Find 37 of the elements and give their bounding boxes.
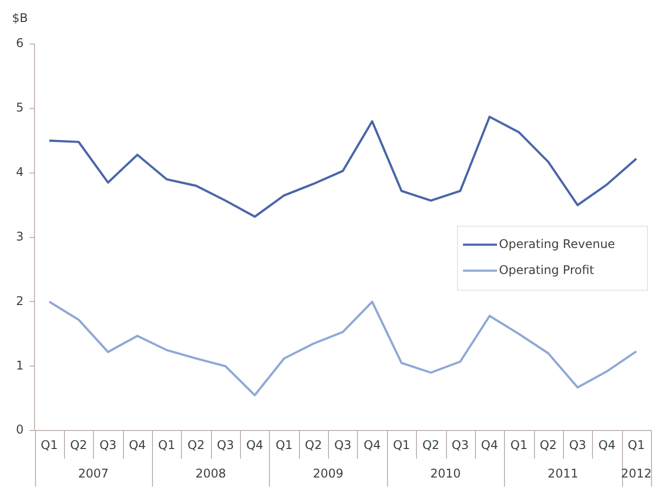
- x-tick-label: Q2: [70, 438, 88, 452]
- y-tick-label: 4: [16, 164, 24, 179]
- x-tick-label: Q1: [510, 438, 528, 452]
- x-tick-label: Q2: [304, 438, 322, 452]
- legend-label: Operating Profit: [499, 262, 594, 277]
- text: 2008: [195, 466, 226, 481]
- text: 2007: [78, 466, 109, 481]
- x-tick-label: Q1: [628, 438, 645, 452]
- text: 2010: [430, 466, 461, 481]
- x-tick-label: Q4: [246, 438, 264, 452]
- x-tick-label: Q4: [598, 438, 616, 452]
- x-tick-label: Q1: [276, 438, 293, 452]
- y-tick-label: 0: [16, 422, 24, 437]
- x-tick-label: Q4: [364, 438, 381, 452]
- y-axis-title: $B: [12, 11, 28, 25]
- x-tick-label: Q3: [216, 438, 234, 452]
- y-tick-label: 1: [16, 358, 24, 372]
- x-tick-label: Q1: [158, 438, 176, 452]
- x-tick-label: Q3: [334, 438, 352, 452]
- legend-label: Operating Revenue: [499, 236, 616, 251]
- x-tick-label: Q2: [422, 438, 440, 452]
- x-tick-label: Q4: [128, 438, 146, 452]
- text: 2011: [548, 466, 578, 481]
- x-tick-label: Q1: [392, 438, 410, 452]
- x-tick-label: Q4: [481, 438, 498, 452]
- text: 2012: [621, 466, 652, 481]
- x-tick-label: Q1: [40, 438, 58, 452]
- x-tick-label: Q2: [540, 438, 557, 452]
- text: 2009: [312, 466, 344, 481]
- x-tick-label: Q2: [188, 438, 205, 452]
- y-tick-label: 2: [16, 294, 24, 308]
- y-tick-label: 6: [16, 36, 24, 50]
- y-tick-label: 3: [16, 229, 24, 244]
- y-tick-label: 5: [16, 100, 24, 115]
- x-tick-label: Q3: [569, 438, 586, 452]
- x-tick-label: Q3: [452, 438, 469, 452]
- x-tick-label: Q3: [99, 438, 117, 452]
